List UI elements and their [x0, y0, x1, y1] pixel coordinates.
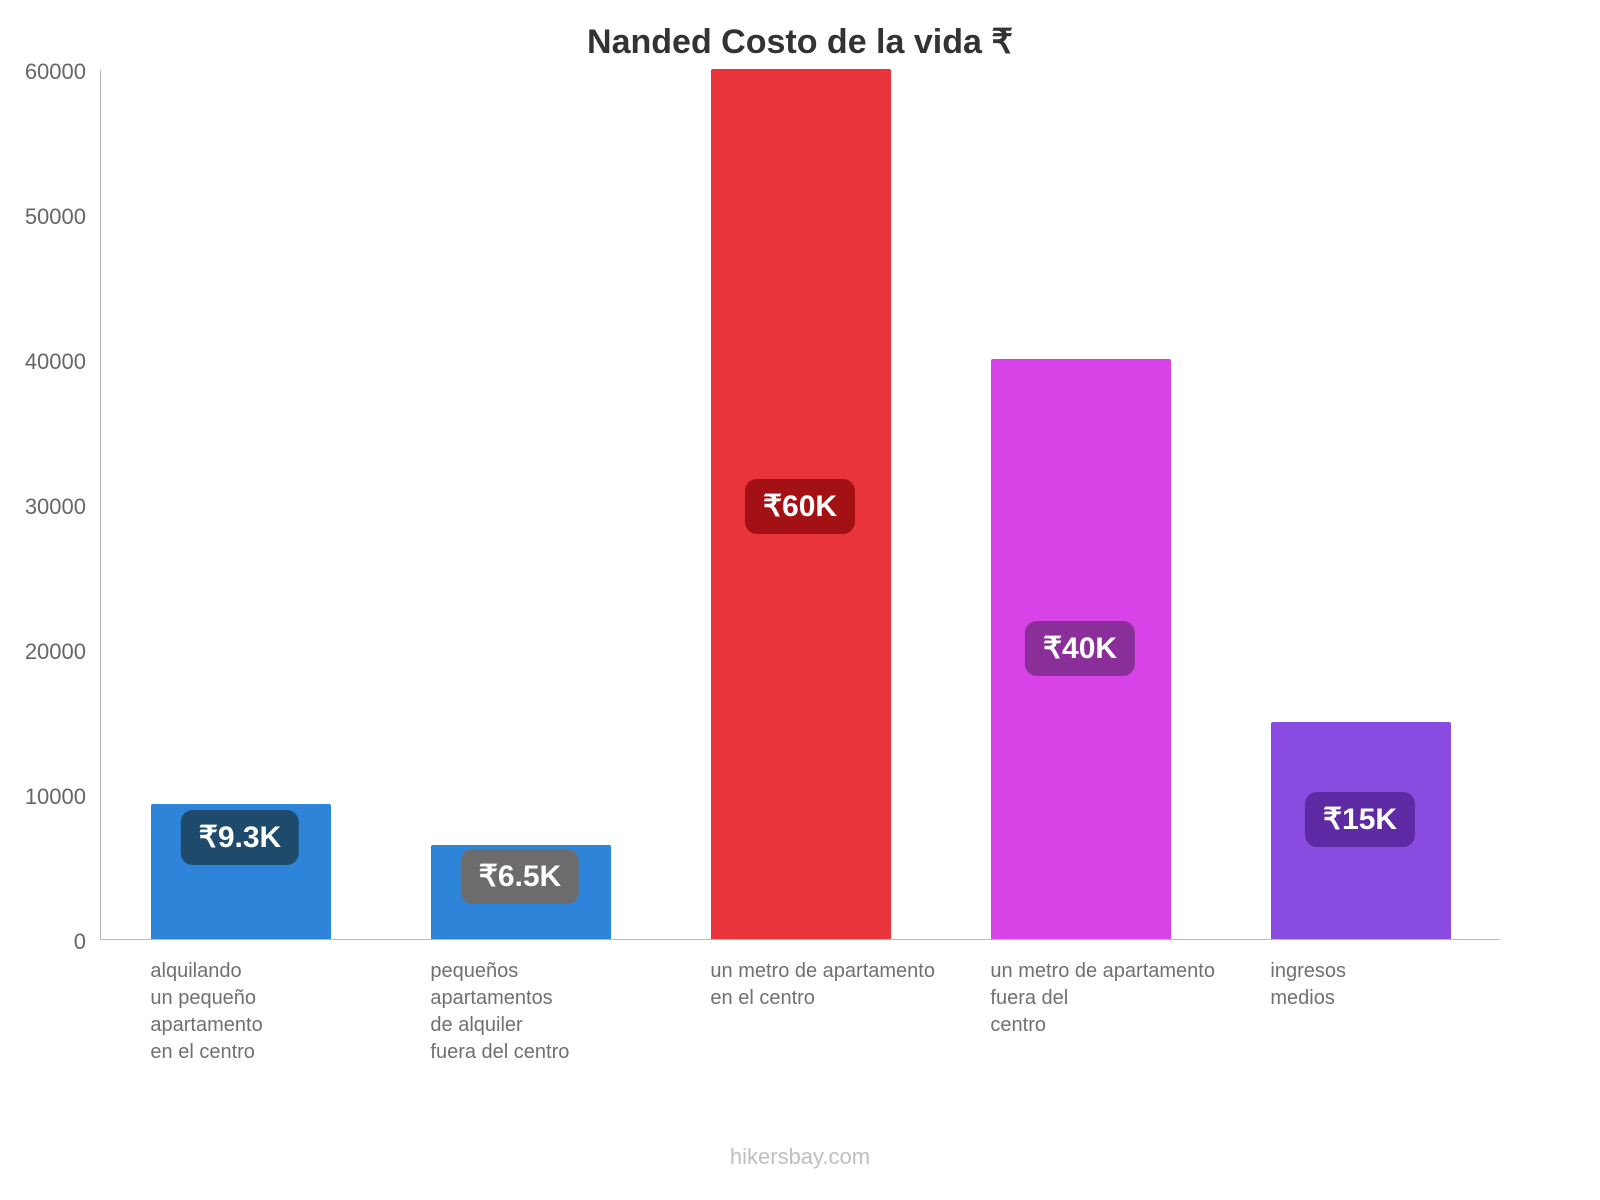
- y-tick-label: 20000: [0, 639, 86, 665]
- y-tick-label: 0: [0, 929, 86, 955]
- value-badge: ₹9.3K: [181, 810, 299, 865]
- y-tick-label: 40000: [0, 349, 86, 375]
- x-category-label: pequeñosapartamentosde alquilerfuera del…: [430, 958, 669, 1066]
- x-category-label: alquilandoun pequeñoapartamentoen el cen…: [150, 958, 389, 1066]
- chart-footer: hikersbay.com: [0, 1144, 1600, 1170]
- value-badge: ₹6.5K: [461, 849, 579, 904]
- x-category-label: un metro de apartamentofuera delcentro: [990, 958, 1229, 1039]
- y-tick-label: 50000: [0, 204, 86, 230]
- value-badge: ₹60K: [745, 479, 855, 534]
- y-tick-label: 30000: [0, 494, 86, 520]
- value-badge: ₹15K: [1305, 792, 1415, 847]
- chart-container: Nanded Costo de la vida ₹ hikersbay.com …: [0, 0, 1600, 1200]
- chart-title: Nanded Costo de la vida ₹: [0, 22, 1600, 62]
- x-category-label: ingresosmedios: [1270, 958, 1509, 1012]
- y-tick-label: 60000: [0, 59, 86, 85]
- x-category-label: un metro de apartamentoen el centro: [710, 958, 949, 1012]
- value-badge: ₹40K: [1025, 621, 1135, 676]
- y-tick-label: 10000: [0, 784, 86, 810]
